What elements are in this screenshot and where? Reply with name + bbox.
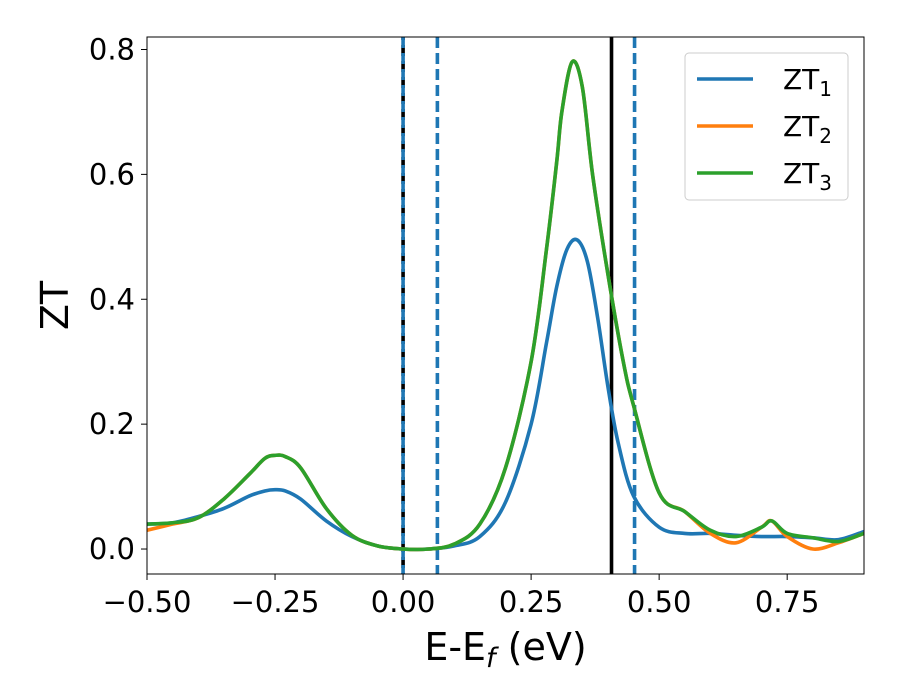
y-tick-label: 0.8: [89, 32, 135, 66]
series-line-zt1: [147, 237, 864, 552]
legend-label: ZT3: [783, 157, 832, 195]
legend-label: ZT1: [783, 63, 832, 101]
x-tick-label: 0.00: [371, 585, 436, 619]
series-lines: [147, 59, 864, 552]
legend-box: [684, 52, 849, 201]
y-axis: 0.0 0.2 0.4 0.6 0.8: [89, 32, 147, 566]
x-tick-label: −0.50: [103, 585, 192, 619]
legend-label: ZT2: [783, 110, 832, 148]
x-tick-label: 0.50: [627, 585, 692, 619]
x-tick-label: 0.25: [499, 585, 564, 619]
x-axis-label-space: [496, 625, 508, 669]
y-tick-label: 0.2: [89, 407, 135, 441]
y-tick-label: 0.6: [89, 157, 135, 191]
x-axis: −0.50 −0.25 0.00 0.25 0.50 0.75: [103, 574, 820, 619]
y-tick-label: 0.4: [89, 282, 135, 316]
legend-item-zt2: ZT2: [697, 110, 832, 148]
legend: ZT1 ZT2 ZT3: [684, 52, 849, 201]
x-axis-label: E-Ef (eV): [424, 625, 586, 674]
plot-frame: [146, 36, 865, 575]
x-tick-label: 0.75: [755, 585, 820, 619]
reference-lines: [401, 37, 637, 574]
series-line-zt3: [147, 59, 864, 552]
legend-item-zt3: ZT3: [697, 157, 832, 195]
x-axis-label-unit: (eV): [508, 625, 587, 669]
y-tick-label: 0.0: [89, 532, 135, 566]
x-axis-label-main: E-E: [424, 625, 486, 669]
y-axis-label: ZT: [33, 280, 77, 330]
legend-item-zt1: ZT1: [697, 63, 832, 101]
x-tick-label: −0.25: [231, 585, 320, 619]
